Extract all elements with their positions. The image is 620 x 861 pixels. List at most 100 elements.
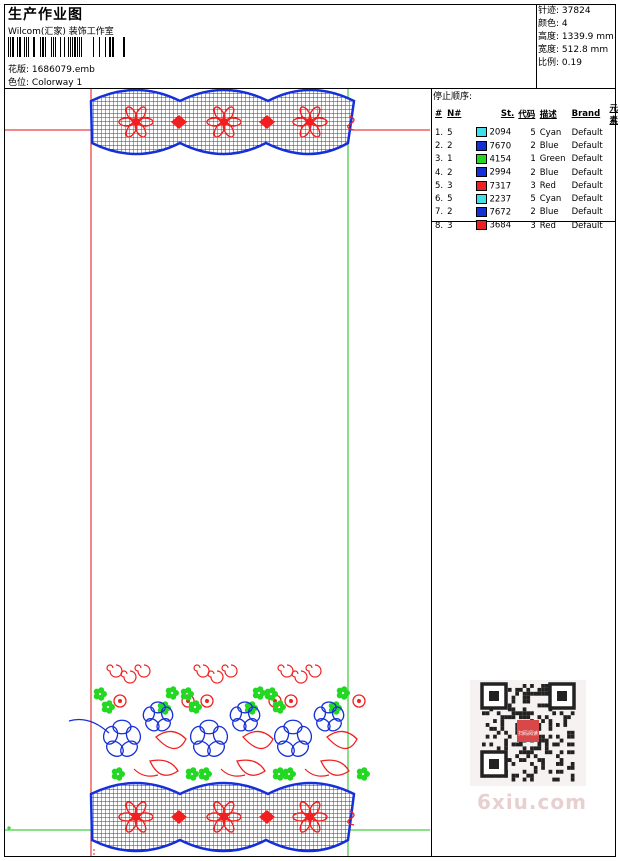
row-desc: Blue: [539, 140, 559, 151]
page-title: 生产作业图: [8, 7, 83, 23]
col-brand: Brand: [571, 109, 601, 119]
color-swatch: [476, 127, 488, 138]
row-desc: Blue: [539, 207, 559, 218]
color-table: # N# St. 代码 描述 Brand 元素 1. 5 2094 5 Cyan Defa…: [433, 102, 620, 232]
header-divider: [4, 88, 616, 89]
color-swatch: [476, 140, 488, 151]
color-row: 2. 2 7670 2 Blue Default: [433, 139, 620, 152]
row-code: 3: [530, 220, 536, 231]
row-st: 3684: [474, 219, 516, 232]
color-row: 3. 1 4154 1 Green Default: [433, 153, 620, 166]
row-num: 4.: [435, 167, 444, 178]
file-value: 1686079.emb: [31, 65, 95, 75]
color-row: 1. 5 2094 5 Cyan Default: [433, 126, 620, 139]
row-num: 5.: [435, 180, 444, 191]
col-num: #: [435, 109, 443, 119]
row-desc: Cyan: [539, 127, 562, 138]
colorway-label: 色位:: [8, 78, 30, 88]
row-n: 5: [447, 194, 453, 205]
color-table-header: # N# St. 代码 描述 Brand 元素: [433, 102, 620, 126]
row-code: 3: [530, 180, 536, 191]
panel-divider: [431, 88, 432, 857]
row-st: 2994: [474, 166, 516, 179]
colorway-value: Colorway 1: [31, 78, 83, 88]
stat-colors: 颜色: 4: [538, 19, 568, 29]
row-desc: Blue: [539, 167, 559, 178]
row-brand: Default: [571, 207, 603, 218]
row-n: 2: [447, 207, 453, 218]
row-n: 3: [447, 220, 453, 231]
row-brand: Default: [571, 194, 603, 205]
row-num: 3.: [435, 154, 444, 165]
color-row: 8. 3 3684 3 Red Default: [433, 219, 620, 232]
color-swatch: [476, 180, 488, 191]
row-st: 7670: [474, 139, 516, 152]
row-st: 2094: [474, 126, 516, 139]
col-desc: 描述: [539, 110, 557, 120]
row-code: 1: [530, 154, 536, 165]
row-element: [607, 179, 620, 192]
stat-stitches: 针迹: 37824: [538, 6, 591, 16]
color-row: 5. 3 7317 3 Red Default: [433, 179, 620, 192]
row-brand: Default: [571, 127, 603, 138]
row-n: 3: [447, 180, 453, 191]
row-num: 1.: [435, 127, 444, 138]
row-element: [607, 192, 620, 205]
row-st: 7672: [474, 206, 516, 219]
row-desc: Red: [539, 180, 556, 191]
stats-divider: [536, 4, 537, 88]
stat-height: 高度: 1339.9 mm: [538, 32, 614, 42]
row-brand: Default: [571, 154, 603, 165]
col-code: 代码: [518, 110, 536, 120]
row-brand: Default: [571, 167, 603, 178]
row-n: 2: [447, 167, 453, 178]
row-code: 5: [530, 127, 536, 138]
stat-width: 宽度: 512.8 mm: [538, 45, 609, 55]
color-swatch: [476, 167, 488, 178]
color-row: 4. 2 2994 2 Blue Default: [433, 166, 620, 179]
col-st: St.: [500, 109, 515, 119]
row-element: [607, 126, 620, 139]
row-num: 6.: [435, 194, 444, 205]
row-desc: Green: [539, 154, 566, 165]
row-num: 8.: [435, 220, 444, 231]
file-label: 花版:: [8, 65, 30, 75]
col-element: 元素: [609, 104, 618, 126]
col-n: N#: [447, 109, 462, 119]
row-code: 2: [530, 207, 536, 218]
row-code: 2: [530, 140, 536, 151]
row-n: 5: [447, 127, 453, 138]
qr-code: 扫码阅读: [470, 680, 586, 786]
color-swatch: [476, 220, 488, 231]
studio-name: Wilcom(汇家) 装饰工作室: [8, 27, 114, 37]
row-desc: Red: [539, 220, 556, 231]
row-num: 2.: [435, 140, 444, 151]
table-divider: [431, 221, 616, 222]
row-desc: Cyan: [539, 194, 562, 205]
watermark: 6xiu.com: [477, 790, 587, 814]
stat-scale: 比例: 0.19: [538, 58, 582, 68]
row-st: 4154: [474, 153, 516, 166]
stop-sequence-title: 停止顺序:: [433, 92, 473, 102]
row-n: 2: [447, 140, 453, 151]
row-element: [607, 166, 620, 179]
row-st: 7317: [474, 179, 516, 192]
row-code: 5: [530, 194, 536, 205]
row-code: 2: [530, 167, 536, 178]
colorway-info: 色位: Colorway 1: [8, 75, 82, 88]
row-element: [607, 206, 620, 219]
color-row: 7. 2 7672 2 Blue Default: [433, 206, 620, 219]
design-stats: 针迹: 37824 颜色: 4 高度: 1339.9 mm 宽度: 512.8 …: [538, 5, 614, 70]
color-swatch: [476, 207, 488, 218]
row-brand: Default: [571, 180, 603, 191]
barcode: [8, 37, 125, 57]
row-element: [607, 139, 620, 152]
row-brand: Default: [571, 220, 603, 231]
color-row: 6. 5 2237 5 Cyan Default: [433, 192, 620, 205]
svg-text:扫码阅读: 扫码阅读: [518, 730, 538, 737]
color-swatch: [476, 193, 488, 204]
file-info: 花版: 1686079.emb: [8, 62, 95, 75]
row-element: [607, 153, 620, 166]
row-num: 7.: [435, 207, 444, 218]
page-frame: [4, 4, 616, 857]
